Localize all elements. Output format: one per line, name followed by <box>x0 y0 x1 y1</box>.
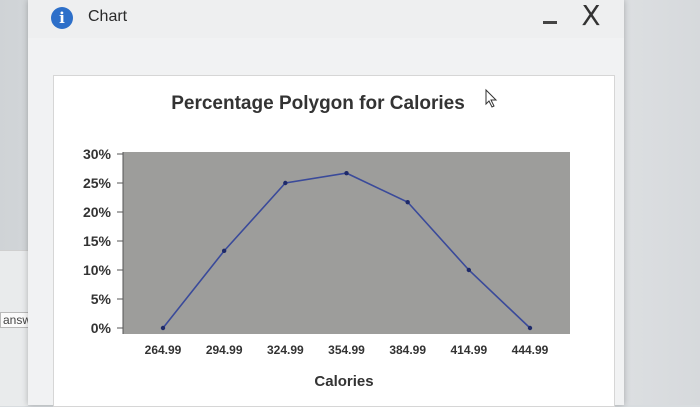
x-axis-label: Calories <box>314 373 373 390</box>
y-tick-label: 30% <box>83 146 112 162</box>
x-tick-label: 354.99 <box>328 343 365 357</box>
y-tick-label: 15% <box>83 233 112 249</box>
y-tick-label: 10% <box>83 262 112 278</box>
data-point <box>467 268 471 272</box>
chart-title: Percentage Polygon for Calories <box>171 93 465 114</box>
plot-area <box>123 152 570 334</box>
y-tick-label: 20% <box>83 204 112 220</box>
x-tick-label: 414.99 <box>450 343 487 357</box>
background-page-strip <box>0 250 28 406</box>
x-tick-label: 294.99 <box>206 343 243 357</box>
x-tick-label: 264.99 <box>145 343 182 357</box>
y-tick-label: 0% <box>91 320 112 336</box>
x-tick-label: 444.99 <box>512 343 549 357</box>
cursor-icon <box>486 90 496 107</box>
y-tick-label: 25% <box>83 175 112 191</box>
data-point <box>344 171 348 175</box>
data-point <box>405 200 409 204</box>
x-tick-label: 384.99 <box>389 343 426 357</box>
data-point <box>222 249 226 253</box>
data-point <box>283 181 287 185</box>
data-point <box>528 326 532 330</box>
y-tick-label: 5% <box>91 291 112 307</box>
x-tick-label: 324.99 <box>267 343 304 357</box>
chart-svg: Percentage Polygon for Calories Calories… <box>28 0 624 405</box>
chart-window: i Chart X Percentage Polygon for Calorie… <box>28 0 624 405</box>
data-point <box>161 326 165 330</box>
